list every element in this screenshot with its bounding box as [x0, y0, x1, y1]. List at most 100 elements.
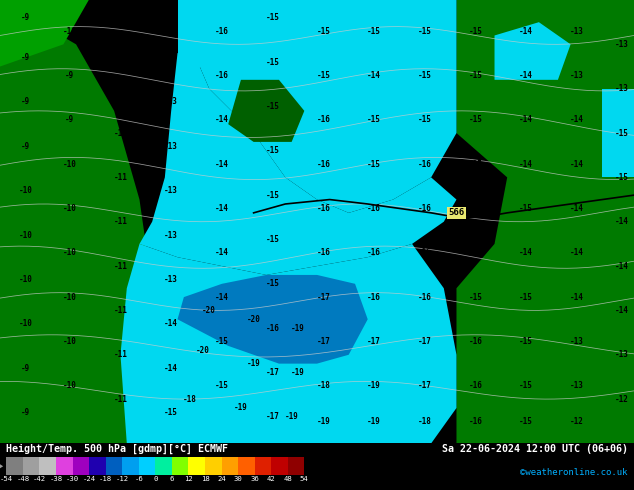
Text: -15: -15: [266, 279, 280, 288]
Text: -54: -54: [0, 476, 13, 482]
Bar: [72, 458, 89, 475]
Text: -14: -14: [570, 293, 584, 302]
Text: -17: -17: [418, 337, 432, 346]
Text: -18: -18: [316, 381, 330, 391]
Text: -16: -16: [215, 71, 229, 80]
Text: 18: 18: [200, 476, 209, 482]
Text: -14: -14: [519, 248, 533, 257]
Bar: [188, 458, 205, 475]
Text: -10: -10: [63, 381, 77, 391]
Text: -10: -10: [18, 230, 32, 240]
Text: -15: -15: [215, 337, 229, 346]
Text: -11: -11: [113, 306, 127, 315]
Text: -16: -16: [367, 248, 381, 257]
Bar: [6, 458, 23, 475]
Bar: [271, 458, 288, 475]
Text: -16: -16: [469, 417, 482, 426]
Text: -19: -19: [247, 359, 261, 368]
Text: -15: -15: [469, 115, 482, 124]
Bar: [56, 458, 72, 475]
Polygon shape: [0, 0, 158, 443]
Text: 54: 54: [300, 476, 309, 482]
Bar: [122, 458, 139, 475]
Text: -15: -15: [266, 102, 280, 111]
Text: -16: -16: [469, 337, 482, 346]
Text: -15: -15: [614, 128, 628, 138]
Bar: [39, 458, 56, 475]
Text: -14: -14: [215, 204, 229, 213]
Text: -13: -13: [164, 98, 178, 106]
Text: -11: -11: [113, 173, 127, 182]
Text: Height/Temp. 500 hPa [gdmp][°C] ECMWF: Height/Temp. 500 hPa [gdmp][°C] ECMWF: [6, 444, 228, 454]
Text: -19: -19: [291, 368, 305, 377]
Text: -16: -16: [316, 160, 330, 169]
Text: -14: -14: [570, 160, 584, 169]
Text: -18: -18: [99, 476, 112, 482]
Text: -15: -15: [519, 293, 533, 302]
Text: -20: -20: [196, 346, 210, 355]
Bar: [155, 458, 172, 475]
Text: -11: -11: [113, 394, 127, 404]
Text: -19: -19: [234, 403, 248, 413]
Text: -20: -20: [247, 315, 261, 324]
Polygon shape: [495, 22, 571, 80]
Text: -6: -6: [134, 476, 143, 482]
Text: -14: -14: [519, 115, 533, 124]
Text: Sa 22-06-2024 12:00 UTC (06+06): Sa 22-06-2024 12:00 UTC (06+06): [442, 444, 628, 454]
Text: -13: -13: [570, 381, 584, 391]
Bar: [238, 458, 255, 475]
Text: -9: -9: [21, 408, 30, 417]
Polygon shape: [0, 459, 3, 473]
Text: -11: -11: [113, 217, 127, 226]
Text: -42: -42: [33, 476, 46, 482]
Text: -13: -13: [164, 275, 178, 284]
Text: -10: -10: [18, 275, 32, 284]
Text: -13: -13: [570, 71, 584, 80]
Bar: [221, 458, 238, 475]
Text: -10: -10: [63, 26, 77, 36]
Text: -18: -18: [418, 417, 432, 426]
Text: -15: -15: [418, 26, 432, 36]
Text: -15: -15: [519, 337, 533, 346]
Bar: [106, 458, 122, 475]
Text: -15: -15: [164, 408, 178, 417]
Text: -15: -15: [266, 147, 280, 155]
Text: -11: -11: [113, 350, 127, 359]
Text: 566: 566: [448, 208, 465, 218]
Text: -15: -15: [266, 235, 280, 244]
Text: -15: -15: [519, 381, 533, 391]
Text: -16: -16: [215, 26, 229, 36]
Text: -15: -15: [469, 293, 482, 302]
Text: -14: -14: [570, 204, 584, 213]
Text: -12: -12: [570, 417, 584, 426]
Text: -15: -15: [367, 160, 381, 169]
Text: -13: -13: [570, 26, 584, 36]
Text: -10: -10: [63, 293, 77, 302]
Text: -13: -13: [570, 337, 584, 346]
Text: -15: -15: [519, 204, 533, 213]
Bar: [288, 458, 304, 475]
Text: -14: -14: [614, 262, 628, 270]
Text: -14: -14: [570, 115, 584, 124]
Text: -12: -12: [614, 394, 628, 404]
Text: -14: -14: [367, 71, 381, 80]
Text: -10: -10: [113, 84, 127, 93]
Text: -14: -14: [519, 71, 533, 80]
Text: -9: -9: [21, 53, 30, 62]
Text: -16: -16: [367, 293, 381, 302]
Polygon shape: [120, 244, 456, 443]
Text: -9: -9: [21, 98, 30, 106]
Text: -10: -10: [18, 186, 32, 195]
Text: -9: -9: [21, 13, 30, 22]
Text: 48: 48: [283, 476, 292, 482]
Text: -15: -15: [418, 71, 432, 80]
Text: -10: -10: [18, 319, 32, 328]
Text: -30: -30: [66, 476, 79, 482]
Text: -15: -15: [266, 58, 280, 67]
Text: -13: -13: [164, 142, 178, 151]
Text: -15: -15: [469, 204, 482, 213]
Text: -15: -15: [367, 115, 381, 124]
Text: 36: 36: [250, 476, 259, 482]
Text: -24: -24: [82, 476, 96, 482]
Text: -9: -9: [21, 364, 30, 372]
